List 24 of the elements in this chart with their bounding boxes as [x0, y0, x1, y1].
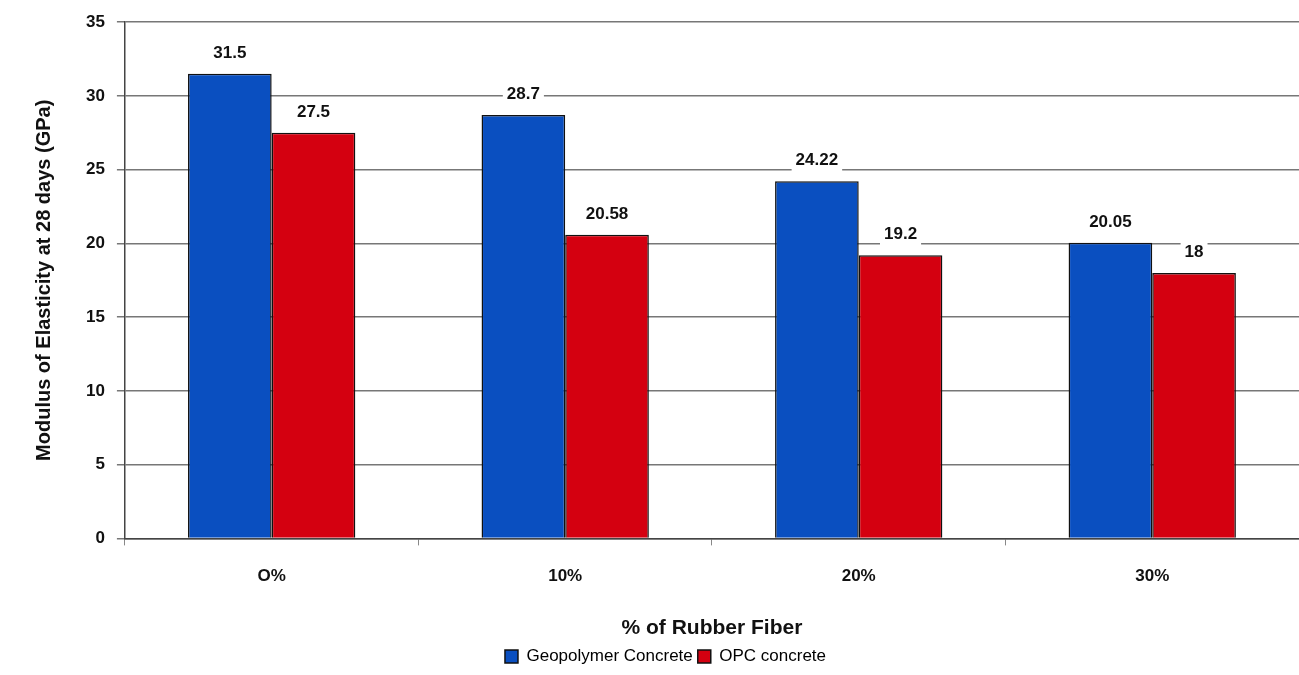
data-label: 28.7 [506, 84, 540, 104]
y-axis-title: Modulus of Elasticity at 28 days (GPa) [31, 99, 54, 461]
y-tick-label: 0 [95, 528, 105, 548]
data-label: 20.05 [1089, 211, 1132, 231]
y-tick-label: 15 [85, 306, 105, 326]
y-tick-label: 30 [85, 85, 105, 105]
data-label: 20.58 [585, 204, 629, 224]
data-label: 19.2 [884, 224, 918, 244]
y-tick-label: 25 [85, 159, 105, 179]
x-axis-title: % of Rubber Fiber [621, 615, 803, 639]
y-tick-label: 5 [95, 454, 105, 474]
x-tick-label: 20% [841, 566, 876, 586]
y-tick-label: 20 [85, 233, 105, 253]
legend-label: OPC concrete [719, 646, 827, 666]
x-tick-label: 10% [548, 566, 583, 586]
x-tick-label: O% [257, 566, 286, 586]
legend-label: Geopolymer Concrete [526, 646, 693, 666]
data-label: 31.5 [213, 43, 247, 63]
data-label: 24.22 [795, 150, 839, 170]
x-tick-label: 30% [1135, 566, 1170, 586]
y-tick-label: 10 [85, 380, 105, 400]
data-label: 18 [1184, 242, 1204, 262]
data-label: 27.5 [296, 102, 331, 121]
y-tick-label: 35 [85, 11, 105, 31]
